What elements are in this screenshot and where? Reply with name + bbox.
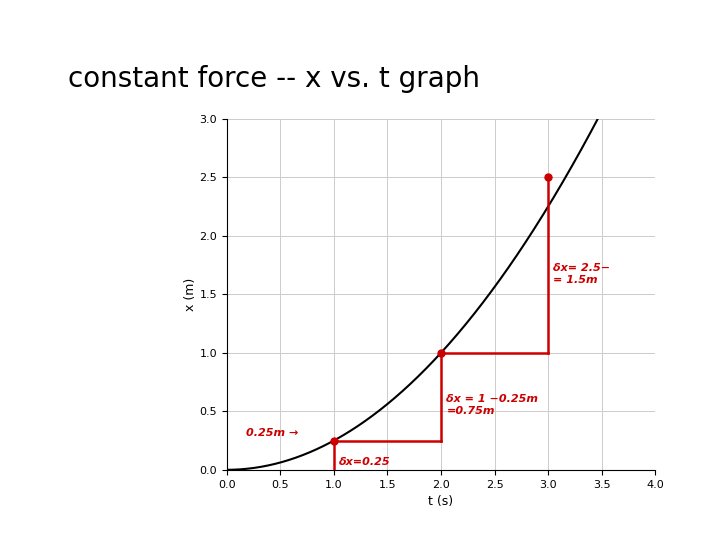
Text: constant force -- x vs. t graph: constant force -- x vs. t graph (68, 65, 480, 93)
Y-axis label: x (m): x (m) (184, 278, 197, 311)
Text: δx= 2.5−
= 1.5m: δx= 2.5− = 1.5m (554, 263, 611, 285)
Text: δx=0.25: δx=0.25 (339, 457, 391, 467)
Text: δx = 1 −0.25m
=0.75m: δx = 1 −0.25m =0.75m (446, 394, 539, 416)
X-axis label: t (s): t (s) (428, 495, 454, 508)
Text: 0.25m →: 0.25m → (246, 428, 299, 438)
